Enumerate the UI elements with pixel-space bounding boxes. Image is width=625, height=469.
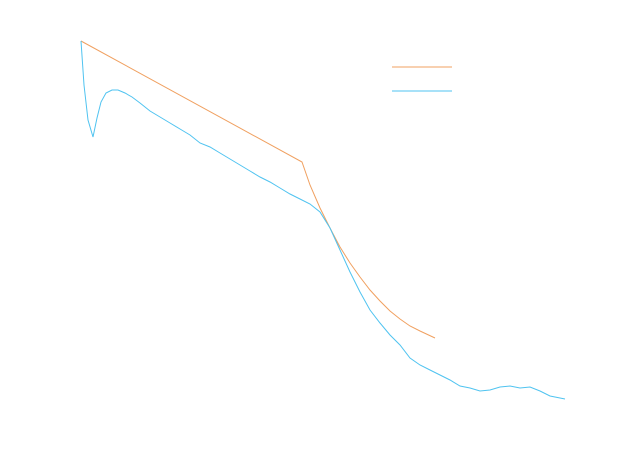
data-line: [80, 40, 566, 400]
data-line: [80, 40, 436, 339]
